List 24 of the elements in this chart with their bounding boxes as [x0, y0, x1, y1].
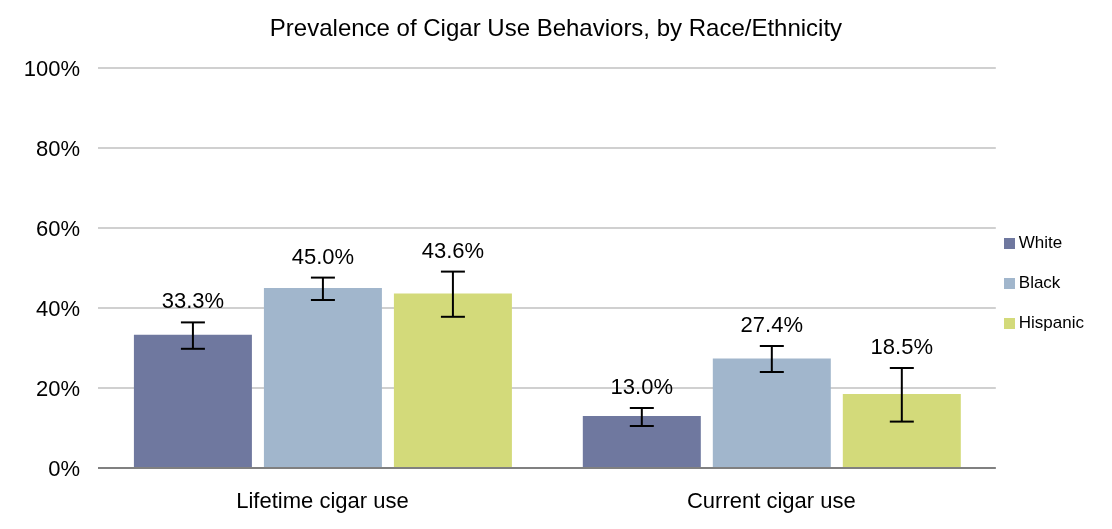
bar — [842, 394, 961, 468]
legend-label: White — [1018, 233, 1063, 252]
data-label: 27.4% — [740, 312, 804, 337]
bar — [712, 358, 831, 468]
data-label: 43.6% — [421, 237, 485, 263]
data-label: 33.3% — [161, 288, 225, 314]
y-tick-label: 60% — [35, 215, 80, 241]
y-tick-label: 80% — [35, 135, 80, 161]
legend-label: Hispanic — [1018, 313, 1084, 332]
data-label: 18.5% — [870, 334, 934, 359]
data-label: 45.0% — [291, 243, 355, 269]
chart-title: Prevalence of Cigar Use Behaviors, by Race/Ethnicity — [268, 13, 844, 43]
bar — [263, 288, 382, 468]
bar — [582, 416, 701, 468]
x-tick-label: Current cigar use — [686, 487, 856, 513]
legend-label: Black — [1018, 273, 1061, 292]
y-tick-label: 100% — [23, 55, 80, 81]
data-label: 13.0% — [610, 374, 674, 399]
bar — [393, 293, 512, 468]
x-tick-label: Lifetime cigar use — [236, 487, 409, 513]
bar — [133, 334, 252, 468]
y-tick-label: 20% — [35, 375, 80, 401]
y-tick-label: 40% — [35, 295, 80, 321]
y-tick-label: 0% — [48, 455, 80, 481]
